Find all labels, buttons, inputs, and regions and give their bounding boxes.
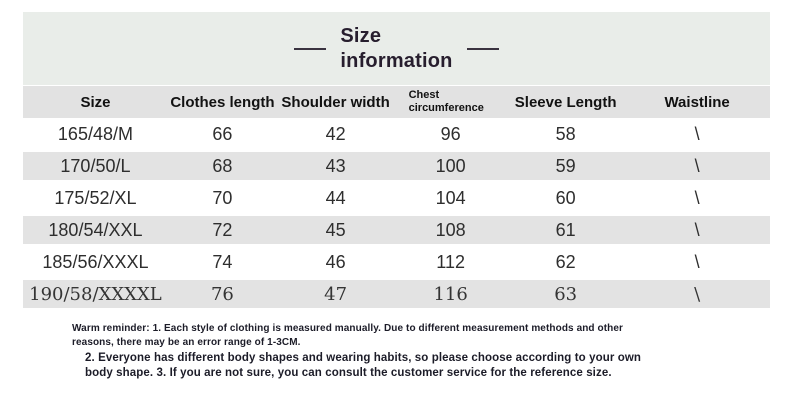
cell-sleeve-length: 61 — [555, 219, 576, 240]
cell-chest-circumference: 112 — [436, 251, 465, 272]
cell-chest-circumference: 96 — [440, 123, 461, 144]
cell-shoulder-width: 44 — [325, 187, 346, 208]
cell-clothes-length: 68 — [212, 155, 233, 176]
cell-waistline: \ — [694, 123, 700, 144]
table-row: 165/48/M 66 42 96 58 \ — [23, 118, 770, 150]
cell-sleeve-length: 60 — [555, 187, 576, 208]
cell-sleeve-length: 58 — [555, 123, 576, 144]
cell-clothes-length: 76 — [210, 283, 234, 305]
cell-clothes-length: 70 — [212, 187, 233, 208]
title-dash-right — [466, 47, 499, 50]
cell-size: 170/50/L — [60, 155, 131, 176]
cell-waistline: \ — [694, 187, 700, 208]
title-band: Size information — [23, 12, 770, 85]
cell-waistline: \ — [694, 219, 700, 240]
table-row: 185/56/XXXL 74 46 112 62 \ — [23, 246, 770, 278]
table-row: 170/50/L 68 43 100 59 \ — [23, 150, 770, 182]
column-header-waistline: Waistline — [664, 93, 730, 111]
reminder-paragraph-1: Warm reminder: 1. Each style of clothing… — [72, 323, 624, 348]
size-table: Size Clothes length Shoulder width Chest… — [23, 86, 770, 310]
cell-chest-circumference: 108 — [435, 219, 466, 240]
column-header-shoulder-width: Shoulder width — [281, 93, 390, 111]
cell-clothes-length: 74 — [212, 251, 233, 272]
table-row: 180/54/XXL 72 45 108 61 \ — [23, 214, 770, 246]
title-dash-left — [294, 47, 327, 50]
table-header-row: Size Clothes length Shoulder width Chest… — [23, 86, 770, 118]
cell-waistline: \ — [694, 155, 700, 176]
page-title: Size information — [340, 24, 452, 74]
cell-size: 180/54/XXL — [48, 219, 143, 240]
cell-size: 175/52/XL — [54, 187, 137, 208]
cell-clothes-length: 66 — [212, 123, 233, 144]
cell-shoulder-width: 45 — [325, 219, 346, 240]
column-header-chest-circumference: Chest circumference — [408, 88, 484, 114]
column-header-sleeve-length: Sleeve Length — [514, 93, 617, 111]
cell-shoulder-width: 43 — [325, 155, 346, 176]
cell-sleeve-length: 59 — [555, 155, 576, 176]
column-header-clothes-length: Clothes length — [170, 93, 275, 111]
cell-waistline: \ — [694, 251, 700, 272]
cell-chest-circumference: 100 — [435, 155, 466, 176]
cell-sleeve-length: 63 — [554, 283, 578, 305]
cell-size: 165/48/M — [57, 123, 133, 144]
cell-sleeve-length: 62 — [555, 251, 576, 272]
cell-clothes-length: 72 — [212, 219, 233, 240]
page-title-line1: Size — [340, 24, 382, 47]
cell-waistline: \ — [694, 283, 701, 305]
cell-shoulder-width: 42 — [325, 123, 346, 144]
cell-size: 185/56/XXXL — [42, 251, 149, 272]
cell-chest-circumference: 116 — [433, 283, 468, 305]
table-row: 190/58/XXXXL 76 47 116 63 \ — [23, 278, 770, 310]
cell-shoulder-width: 47 — [324, 283, 348, 305]
table-row: 175/52/XL 70 44 104 60 \ — [23, 182, 770, 214]
reminder-paragraph-2: 2. Everyone has different body shapes an… — [85, 352, 641, 379]
cell-size: 190/58/XXXXL — [29, 283, 162, 305]
cell-chest-circumference: 104 — [435, 187, 466, 208]
cell-shoulder-width: 46 — [325, 251, 346, 272]
column-header-size: Size — [80, 93, 111, 111]
page-title-line2: information — [340, 49, 453, 72]
warm-reminder: Warm reminder: 1. Each style of clothing… — [72, 322, 652, 381]
